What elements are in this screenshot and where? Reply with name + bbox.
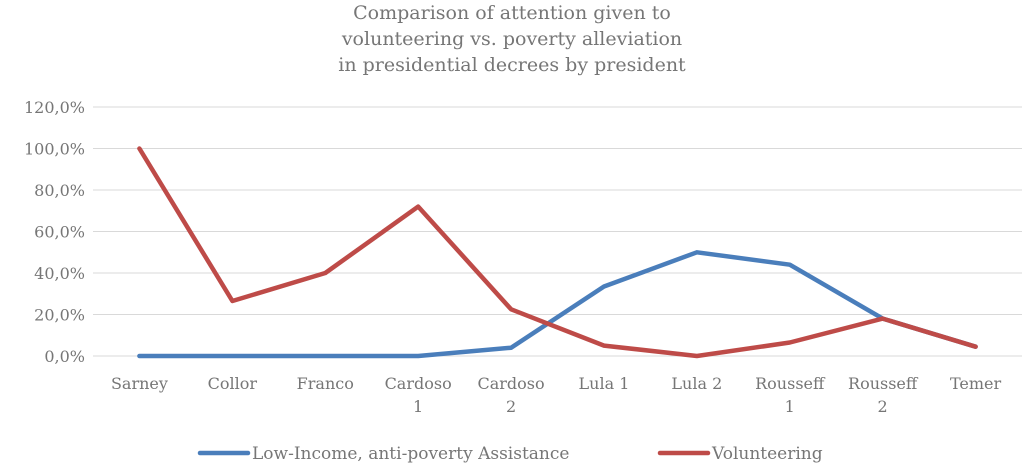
x-axis: Sarney Collor Franco Cardoso 1 Cardoso 2 Lula 1… — [111, 374, 1002, 416]
y-tick-label: 80,0% — [34, 181, 85, 200]
x-tick-label-line: Franco — [297, 374, 354, 393]
x-tick-label-line: Cardoso — [477, 374, 544, 393]
x-tick-label: Temer — [950, 374, 1002, 393]
x-tick-label-line: Rousseff — [848, 374, 919, 393]
series-line-low-income-assistance — [137, 250, 978, 359]
x-tick-label: Sarney — [111, 374, 168, 393]
legend-label: Low-Income, anti-poverty Assistance — [252, 444, 569, 464]
x-tick-label-line: Temer — [950, 374, 1002, 393]
x-tick-label: Cardoso 1 — [385, 374, 452, 416]
x-tick-label-line: Lula 1 — [579, 374, 630, 393]
chart-title-line-3: in presidential decrees by president — [338, 54, 686, 76]
legend-label: Volunteering — [711, 444, 823, 464]
y-tick-label: 60,0% — [34, 223, 85, 242]
chart-title-line-2: volunteering vs. poverty alleviation — [341, 28, 683, 50]
x-tick-label-line: Rousseff — [755, 374, 826, 393]
series-lines — [137, 146, 978, 359]
x-tick-label: Lula 1 — [579, 374, 630, 393]
x-tick-label: Collor — [208, 374, 258, 393]
y-tick-label: 20,0% — [34, 306, 85, 325]
y-axis: 0,0% 20,0% 40,0% 60,0% 80,0% 100,0% 120,0% — [24, 98, 85, 366]
x-tick-label: Lula 2 — [671, 374, 722, 393]
x-tick-label: Rousseff 1 — [755, 374, 826, 416]
x-tick-label-line: 2 — [878, 397, 888, 416]
x-tick-label-line: Collor — [208, 374, 258, 393]
chart-title: Comparison of attention given to volunte… — [0, 0, 1024, 78]
x-tick-label: Rousseff 2 — [848, 374, 919, 416]
y-tick-label: 0,0% — [44, 347, 85, 366]
x-tick-label-line: 2 — [506, 397, 516, 416]
x-tick-label-line: 1 — [785, 397, 795, 416]
series-line-volunteering — [137, 146, 978, 359]
legend: Low-Income, anti-poverty Assistance Volun… — [197, 444, 823, 464]
x-tick-label-line: Lula 2 — [671, 374, 722, 393]
x-tick-label: Cardoso 2 — [477, 374, 544, 416]
x-tick-label-line: Sarney — [111, 374, 168, 393]
x-tick-label: Franco — [297, 374, 354, 393]
x-tick-label-line: Cardoso — [385, 374, 452, 393]
y-tick-label: 40,0% — [34, 264, 85, 283]
x-tick-label-line: 1 — [413, 397, 423, 416]
chart-title-line-1: Comparison of attention given to — [353, 2, 671, 24]
y-tick-label: 120,0% — [24, 98, 85, 117]
y-tick-label: 100,0% — [24, 140, 85, 159]
